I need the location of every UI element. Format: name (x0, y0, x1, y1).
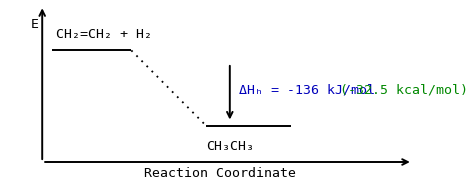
Text: Reaction Coordinate: Reaction Coordinate (144, 167, 296, 180)
Text: CH₃CH₃: CH₃CH₃ (206, 140, 254, 153)
Text: ΔHₕ = -136 kJ/mol: ΔHₕ = -136 kJ/mol (239, 84, 375, 96)
Text: (-32.5 kcal/mol): (-32.5 kcal/mol) (340, 84, 468, 96)
Text: E: E (30, 18, 38, 31)
Text: CH₂=CH₂ + H₂: CH₂=CH₂ + H₂ (56, 28, 152, 41)
